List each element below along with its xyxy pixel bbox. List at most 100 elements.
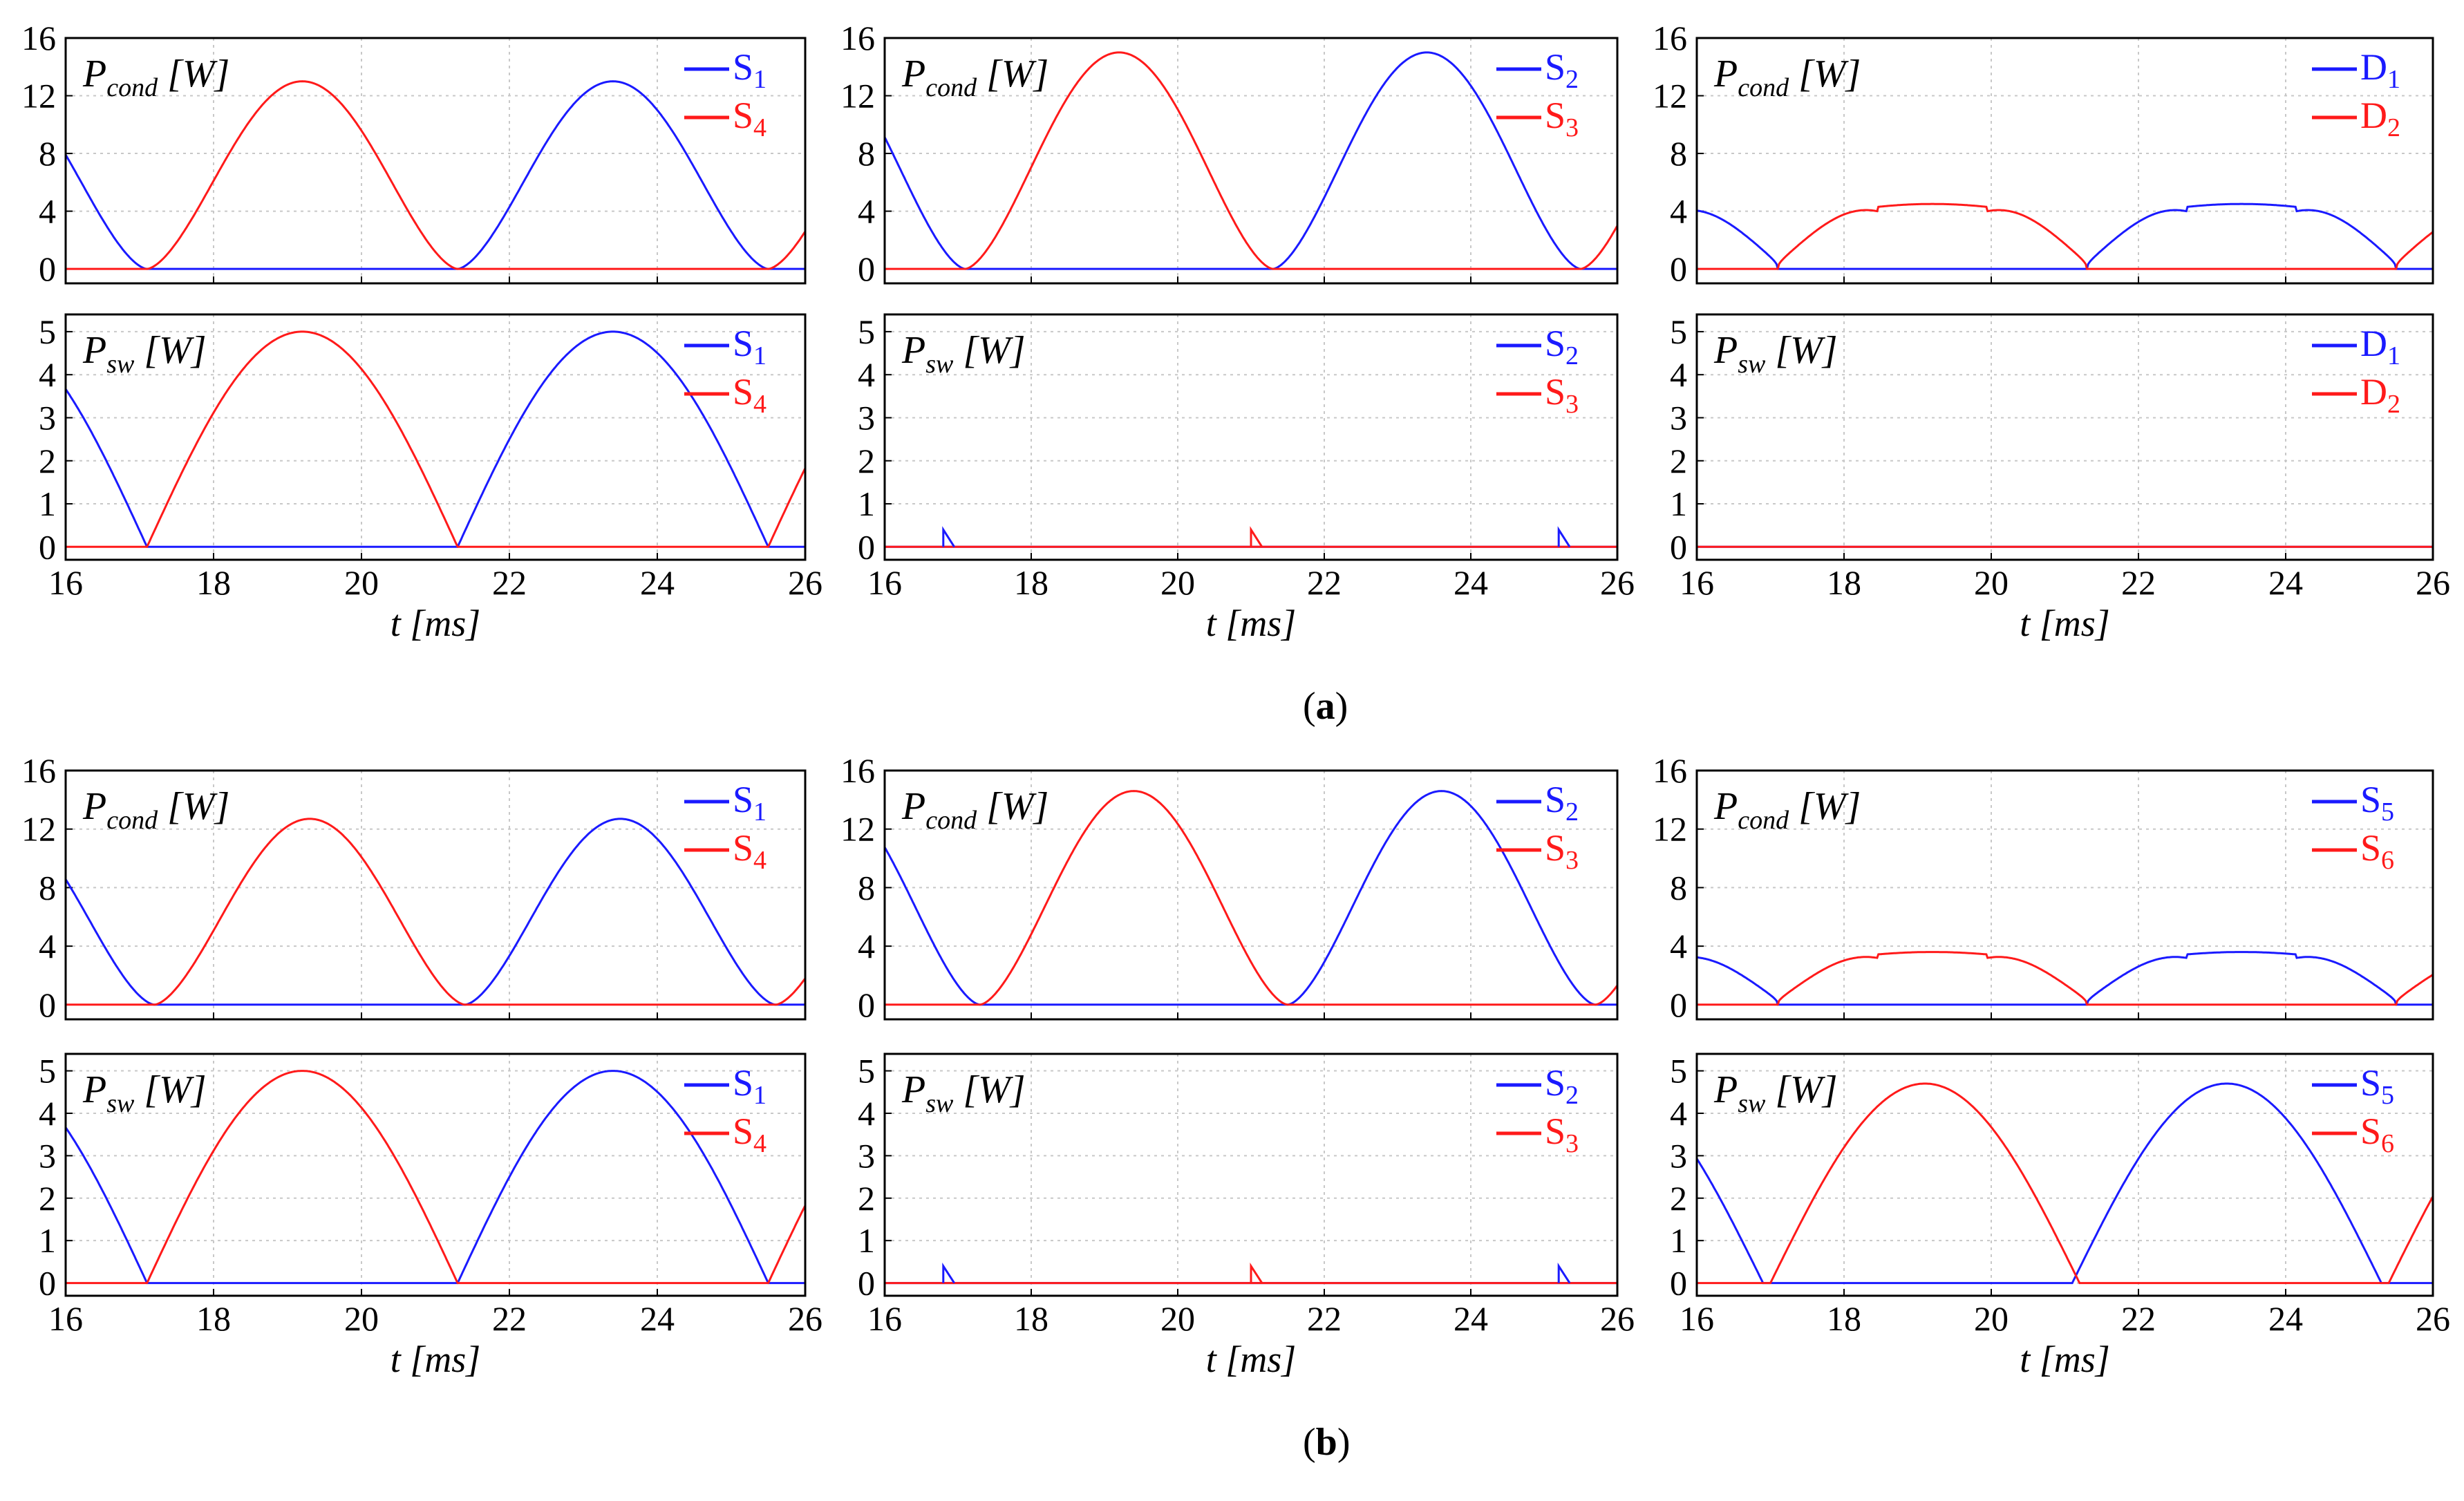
ytick-label: 4: [39, 1094, 56, 1133]
ytick-label: 1: [39, 1221, 56, 1260]
spike: [942, 526, 955, 548]
ytick-label: 2: [858, 442, 875, 480]
plot-frame: [64, 1052, 807, 1297]
xlabel: t [ms]: [391, 1339, 481, 1380]
ytick-label: 3: [858, 398, 875, 437]
series-line-S6: [1697, 951, 2434, 1006]
xtick-label: 16: [48, 1299, 83, 1338]
ylabel: Psw [W]: [1713, 1068, 1838, 1118]
ytick-label: 1: [1670, 484, 1687, 523]
ytick-label: 4: [1670, 192, 1687, 231]
legend-label-S2: S2: [1545, 1062, 1579, 1110]
ylabel: Pcond [W]: [82, 53, 229, 102]
series-line-S2: [883, 51, 1617, 270]
xtick-label: 16: [867, 1299, 902, 1338]
ytick-label: 1: [39, 484, 56, 523]
xtick-label: 24: [2268, 1299, 2303, 1338]
plot-frame: [1695, 769, 2434, 1021]
xtick-label: 22: [1307, 563, 1342, 602]
ylabel: Psw [W]: [901, 1068, 1026, 1118]
ytick-label: 4: [39, 192, 56, 231]
ytick-label: 5: [39, 312, 56, 351]
ytick-label: 3: [39, 1136, 56, 1175]
ytick-label: 2: [858, 1179, 875, 1218]
xlabel: t [ms]: [1206, 603, 1297, 644]
caption-b-close: ): [1337, 1421, 1351, 1464]
xtick-label: 20: [1160, 563, 1195, 602]
legend-label-S1: S1: [733, 323, 767, 370]
legend-label-S4: S4: [733, 1111, 767, 1158]
caption-b-label: b: [1315, 1421, 1337, 1464]
xtick-label: 18: [1827, 563, 1861, 602]
plot-frame: [883, 769, 1619, 1021]
ylabel: Psw [W]: [82, 1068, 207, 1118]
ytick-label: 8: [858, 134, 875, 173]
xtick-label: 20: [344, 563, 379, 602]
ytick-label: 16: [1653, 19, 1687, 57]
spike: [1557, 526, 1571, 548]
series-line-S3: [885, 790, 1619, 1006]
ytick-label: 16: [21, 751, 56, 790]
series-line-S6: [1697, 1082, 2434, 1285]
plot-frame: [1695, 313, 2434, 561]
ytick-label: 0: [858, 527, 875, 566]
plot-frame: [64, 37, 807, 285]
ytick-label: 5: [1670, 312, 1687, 351]
legend-label-S2: S2: [1545, 46, 1579, 94]
ytick-label: 0: [1670, 249, 1687, 288]
xlabel: t [ms]: [2020, 1339, 2110, 1380]
spike: [1557, 1262, 1571, 1284]
xtick-label: 20: [344, 1299, 379, 1338]
ytick-label: 3: [858, 1136, 875, 1175]
xtick-label: 18: [1014, 563, 1048, 602]
plot-frame: [883, 37, 1619, 285]
legend-label-D1: D1: [2360, 323, 2400, 370]
ytick-label: 12: [840, 810, 875, 849]
ytick-label: 0: [39, 985, 56, 1024]
legend-label-S1: S1: [733, 1062, 767, 1110]
series-line-S4: [66, 330, 807, 548]
xtick-label: 18: [1827, 1299, 1861, 1338]
xtick-label: 18: [1014, 1299, 1048, 1338]
series-line-S1: [64, 80, 805, 270]
xtick-label: 20: [1974, 1299, 2009, 1338]
ytick-label: 16: [840, 751, 875, 790]
ytick-label: 0: [39, 527, 56, 566]
xtick-label: 26: [1600, 563, 1635, 602]
ytick-label: 2: [1670, 442, 1687, 480]
series-line-S1: [64, 330, 805, 548]
ytick-label: 0: [1670, 985, 1687, 1024]
legend-label-S4: S4: [733, 371, 767, 419]
ytick-label: 3: [39, 398, 56, 437]
xtick-label: 22: [492, 1299, 527, 1338]
xtick-label: 22: [492, 563, 527, 602]
series-line-S1: [64, 1070, 805, 1285]
legend-label-D1: D1: [2360, 46, 2400, 94]
ylabel: Pcond [W]: [1713, 53, 1861, 102]
legend-label-S6: S6: [2360, 1111, 2394, 1158]
ytick-label: 4: [39, 927, 56, 965]
series-line-S4: [66, 1070, 807, 1285]
caption-a-open: (: [1303, 685, 1316, 728]
ylabel: Psw [W]: [82, 329, 207, 379]
ytick-label: 5: [858, 312, 875, 351]
xtick-label: 16: [1680, 563, 1714, 602]
ytick-label: 1: [858, 484, 875, 523]
series-line-D2: [1697, 202, 2434, 270]
legend-label-S3: S3: [1545, 371, 1579, 419]
legend-label-S6: S6: [2360, 827, 2394, 875]
plot-frame: [1695, 37, 2434, 285]
spike: [1250, 1262, 1263, 1284]
ytick-label: 4: [1670, 927, 1687, 965]
ytick-label: 8: [1670, 134, 1687, 173]
